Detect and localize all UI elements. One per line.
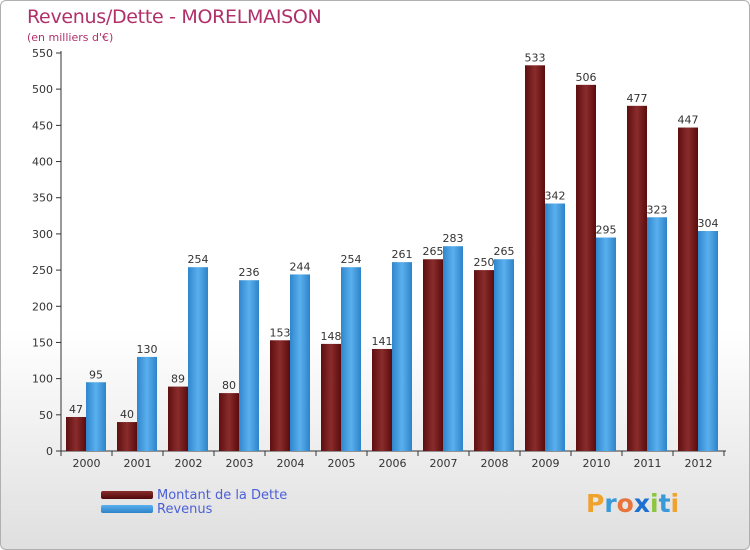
bar-debt — [117, 422, 137, 451]
data-label-debt: 477 — [627, 92, 648, 105]
legend-item-revenus: Revenus — [101, 501, 213, 517]
legend-swatch-revenus — [101, 505, 153, 513]
data-label-revenus: 265 — [494, 245, 515, 258]
y-tick-label: 0 — [46, 445, 53, 458]
bar-debt — [474, 270, 494, 451]
data-label-debt: 89 — [171, 373, 185, 386]
chart-subtitle: (en milliers d'€) — [27, 31, 114, 44]
y-tick-label: 550 — [32, 47, 53, 60]
data-label-debt: 250 — [474, 256, 495, 269]
y-tick-label: 350 — [32, 192, 53, 205]
data-label-debt: 148 — [321, 330, 342, 343]
x-tick-label: 2012 — [685, 457, 713, 470]
legend-item-debt: Montant de la Dette — [101, 487, 288, 503]
bar-debt — [576, 84, 596, 451]
data-label-debt: 265 — [423, 245, 444, 258]
bar-revenus — [86, 382, 106, 451]
data-label-debt: 447 — [678, 114, 699, 127]
x-tick-label: 2011 — [634, 457, 662, 470]
data-label-revenus: 323 — [647, 203, 668, 216]
bar-revenus — [596, 237, 616, 451]
y-tick-label: 200 — [32, 300, 53, 313]
data-label-debt: 40 — [120, 408, 134, 421]
logo-letter: o — [616, 489, 634, 518]
data-label-revenus: 295 — [596, 224, 617, 237]
logo-letter: i — [670, 489, 680, 518]
logo-letter: P — [586, 489, 605, 518]
bar-revenus — [239, 280, 259, 451]
bar-debt — [423, 259, 443, 451]
y-tick-label: 400 — [32, 156, 53, 169]
legend-label-debt: Montant de la Dette — [157, 487, 288, 503]
data-label-debt: 506 — [576, 71, 597, 84]
bar-revenus — [392, 262, 412, 451]
x-tick-label: 2000 — [73, 457, 101, 470]
x-tick-label: 2002 — [175, 457, 203, 470]
bar-revenus — [341, 267, 361, 451]
y-tick-label: 100 — [32, 373, 53, 386]
y-tick-label: 50 — [39, 409, 53, 422]
data-label-revenus: 254 — [341, 253, 362, 266]
x-tick-label: 2007 — [430, 457, 458, 470]
data-labels: 47 95 40 130 89 254 80 236 153 244 148 254 141 261 265… — [69, 51, 719, 421]
data-label-debt: 533 — [525, 51, 546, 64]
x-tick-label: 2004 — [277, 457, 305, 470]
data-label-revenus: 244 — [290, 260, 311, 273]
bar-debt — [525, 65, 545, 451]
data-label-debt: 80 — [222, 379, 236, 392]
bar-debt — [678, 127, 698, 451]
data-label-revenus: 283 — [443, 232, 464, 245]
y-tick-label: 150 — [32, 336, 53, 349]
proxiti-logo: Proxiti — [586, 489, 679, 518]
y-tick-label: 450 — [32, 119, 53, 132]
bar-revenus — [545, 203, 565, 451]
bar-revenus — [290, 274, 310, 451]
chart-title: Revenus/Dette - MORELMAISON — [27, 6, 322, 28]
data-label-revenus: 130 — [137, 343, 158, 356]
data-label-revenus: 261 — [392, 248, 413, 261]
data-label-revenus: 254 — [188, 253, 209, 266]
bar-revenus — [443, 246, 463, 451]
bar-revenus — [698, 231, 718, 451]
logo-letter: r — [604, 489, 617, 518]
bar-revenus — [494, 259, 514, 451]
data-label-revenus: 95 — [89, 368, 103, 381]
legend-swatch-debt — [101, 491, 153, 499]
x-tick-label: 2001 — [124, 457, 152, 470]
x-tick-label: 2005 — [328, 457, 356, 470]
data-label-revenus: 342 — [545, 190, 566, 203]
bars — [66, 65, 718, 452]
bar-debt — [66, 416, 86, 451]
bar-revenus — [137, 356, 157, 451]
data-label-debt: 153 — [270, 326, 291, 339]
bar-debt — [372, 348, 392, 451]
bar-debt — [168, 386, 188, 451]
logo-letter: x — [633, 489, 650, 518]
bar-debt — [219, 393, 239, 451]
legend-label-revenus: Revenus — [157, 501, 213, 517]
bar-revenus — [647, 217, 667, 451]
data-label-revenus: 236 — [239, 266, 260, 279]
bar-debt — [321, 343, 341, 451]
y-tick-label: 250 — [32, 264, 53, 277]
bar-revenus — [188, 267, 208, 451]
x-tick-label: 2010 — [583, 457, 611, 470]
x-tick-label: 2003 — [226, 457, 254, 470]
data-label-debt: 47 — [69, 403, 83, 416]
bar-debt — [627, 105, 647, 452]
x-tick-label: 2008 — [481, 457, 509, 470]
logo-letter: t — [658, 489, 671, 518]
bar-debt — [270, 340, 290, 451]
y-tick-label: 300 — [32, 228, 53, 241]
data-label-revenus: 304 — [698, 217, 719, 230]
y-tick-label: 500 — [32, 83, 53, 96]
x-tick-label: 2006 — [379, 457, 407, 470]
data-label-debt: 141 — [372, 335, 393, 348]
x-tick-label: 2009 — [532, 457, 560, 470]
logo-letter: i — [650, 489, 659, 518]
